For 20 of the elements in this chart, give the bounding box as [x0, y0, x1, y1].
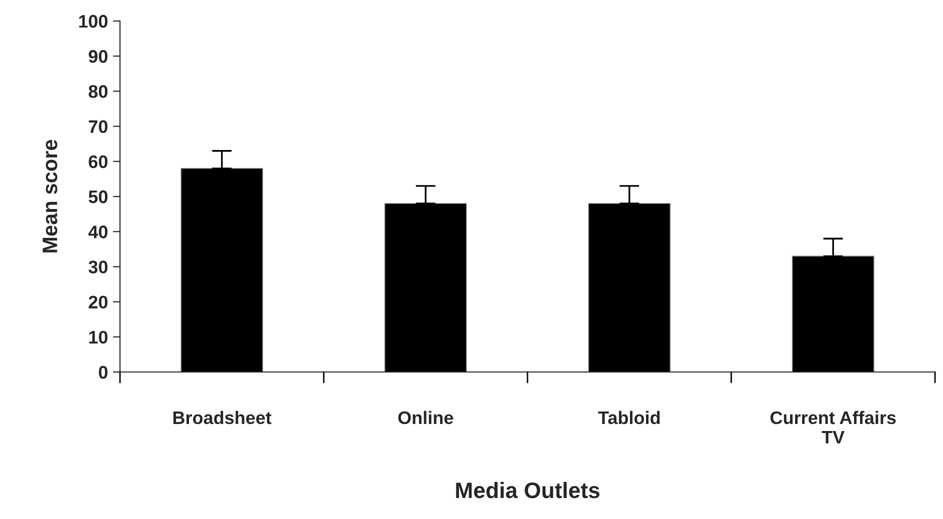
x-tick-label: Current Affairs TV: [770, 410, 896, 444]
y-tick-label: 20: [88, 296, 108, 309]
y-tick-label: 0: [98, 366, 108, 379]
x-axis-title: Media Outlets: [456, 482, 600, 498]
y-tick-label: 70: [88, 120, 108, 134]
y-tick-label: 10: [89, 330, 108, 344]
y-tick-label: 50: [88, 190, 108, 204]
bar: [384, 203, 467, 372]
y-tick-label: 40: [88, 226, 108, 238]
x-tick-label: Online: [398, 410, 454, 424]
y-tick-label: 60: [88, 155, 108, 168]
x-tick-label: Tabloid: [598, 410, 660, 424]
bar: [180, 168, 264, 372]
y-tick-label: 30: [88, 260, 108, 274]
y-tick-label: 80: [88, 85, 108, 98]
y-tick-label: 100: [79, 14, 108, 28]
bar: [588, 203, 671, 372]
y-tick-label: 90: [88, 50, 108, 63]
y-axis-title: Mean score: [42, 140, 58, 252]
x-tick-label: Broadsheet: [173, 410, 272, 424]
